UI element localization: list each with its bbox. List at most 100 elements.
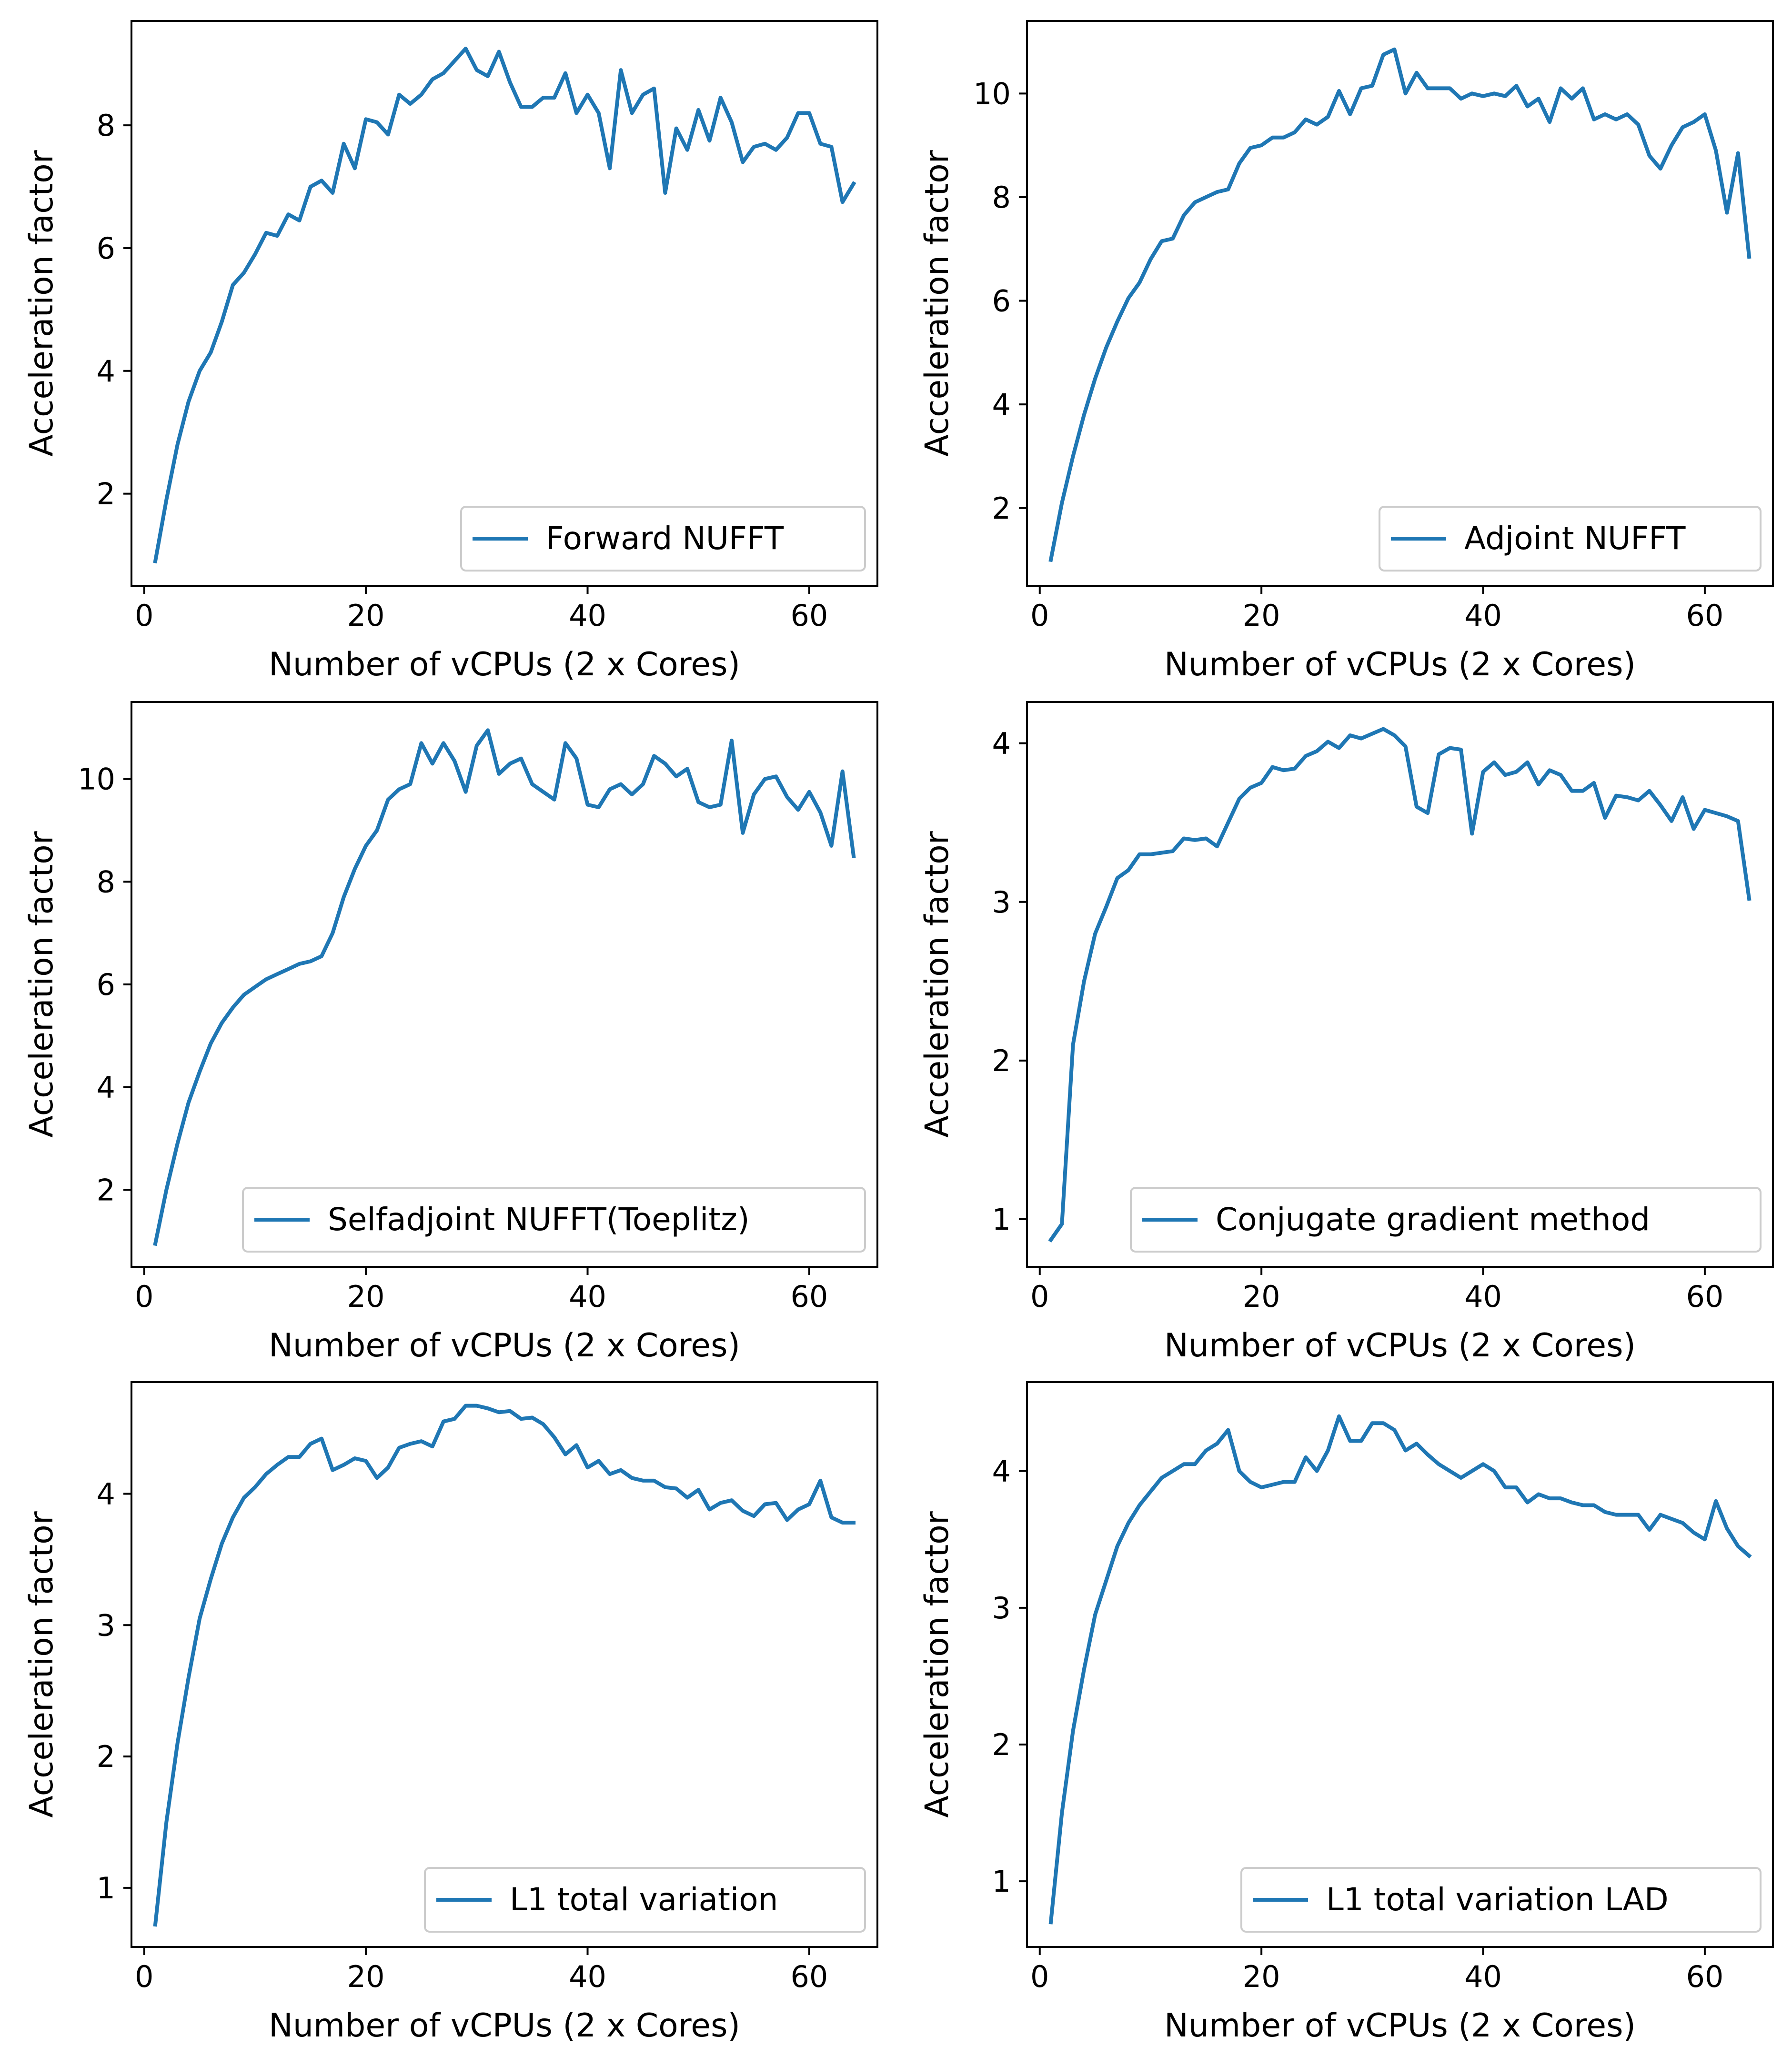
y-tick-label: 4 [992,726,1011,761]
y-tick-label: 10 [78,762,115,797]
x-tick-label: 20 [347,1279,385,1314]
axes-frame [131,1381,878,1948]
series-line [153,728,856,1246]
legend-frame [1379,506,1762,572]
legend: Selfadjoint NUFFT(Toeplitz) [242,1187,866,1253]
axes-frame [1026,701,1774,1268]
x-tick-label: 0 [1030,598,1049,633]
axes-frame [1026,20,1774,587]
series-line [153,1404,856,1927]
y-tick-label: 1 [97,1871,115,1906]
x-tick-label: 60 [790,1959,828,1994]
x-tick-label: 0 [1030,1959,1049,1994]
y-tick-label: 4 [97,1070,115,1105]
x-tick-label: 20 [1243,1279,1280,1314]
x-axis-label: Number of vCPUs (2 x Cores) [1164,2007,1636,2045]
x-tick-label: 0 [1030,1279,1049,1314]
chart-panel-5: 0 20 40 60 1 2 3 4 Number of vCPUs (2 x Cores) Ac… [23,1381,878,2045]
legend-frame [242,1187,866,1253]
y-tick-label: 2 [992,1727,1011,1762]
series-line [153,47,856,564]
y-tick-label: 2 [992,1043,1011,1078]
x-tick-label: 40 [1464,598,1502,633]
legend-frame [424,1867,866,1933]
x-tick-label: 60 [790,1279,828,1314]
y-axis-label: Acceleration factor [918,1511,956,1817]
y-tick-label: 2 [97,1173,115,1207]
chart-panel-2: 0 20 40 60 2 4 6 8 10 Number of vCPUs (2 x Cores)… [918,20,1774,683]
x-tick-label: 20 [1243,598,1280,633]
series-line [1048,727,1752,1243]
y-tick-label: 3 [992,1591,1011,1625]
axes-frame [131,701,878,1268]
x-tick-label: 20 [347,1959,385,1994]
y-tick-label: 4 [97,354,115,389]
series-line [1048,47,1752,562]
x-tick-label: 0 [135,1279,153,1314]
legend-label: L1 total variation [510,1881,778,1918]
y-axis-label: Acceleration factor [918,150,956,456]
x-axis-label: Number of vCPUs (2 x Cores) [1164,1327,1636,1364]
x-tick-label: 60 [1686,1279,1723,1314]
axes-frame [1026,1381,1774,1948]
legend-label: Forward NUFFT [546,520,784,557]
chart-panel-3: 0 20 40 60 2 4 6 8 10 Number of vCPUs (2 x Cores)… [23,701,878,1364]
legend-label: Selfadjoint NUFFT(Toeplitz) [328,1201,750,1238]
legend-label: Conjugate gradient method [1216,1201,1650,1238]
legend-frame [1240,1867,1762,1933]
legend: L1 total variation [424,1867,866,1933]
y-tick-label: 1 [992,1864,1011,1899]
y-tick-label: 6 [97,967,115,1002]
x-tick-label: 20 [347,598,385,633]
y-tick-label: 4 [97,1476,115,1511]
chart-panel-4: 0 20 40 60 1 2 3 4 Number of vCPUs (2 x Cores) Ac… [918,701,1774,1364]
x-tick-label: 40 [1464,1959,1502,1994]
y-tick-label: 2 [97,477,115,511]
y-tick-label: 8 [992,180,1011,215]
y-tick-label: 3 [992,885,1011,920]
x-tick-label: 0 [135,598,153,633]
legend: L1 total variation LAD [1240,1867,1762,1933]
legend-frame [1130,1187,1762,1253]
y-tick-label: 8 [97,108,115,143]
x-axis-label: Number of vCPUs (2 x Cores) [1164,646,1636,683]
series-line [1048,1414,1752,1925]
chart-panel-1: 0 20 40 60 2 4 6 8 Number of vCPUs (2 x Cores) Ac… [23,20,878,683]
y-tick-label: 6 [992,284,1011,319]
x-tick-label: 60 [1686,598,1723,633]
y-tick-label: 1 [992,1202,1011,1237]
y-axis-label: Acceleration factor [23,831,60,1137]
y-tick-label: 8 [97,864,115,899]
x-tick-label: 40 [569,1959,606,1994]
x-tick-label: 40 [1464,1279,1502,1314]
y-tick-label: 6 [97,231,115,266]
y-tick-label: 10 [973,76,1011,111]
x-axis-label: Number of vCPUs (2 x Cores) [269,2007,740,2045]
y-tick-label: 3 [97,1608,115,1643]
axes-frame [131,20,878,587]
y-axis-label: Acceleration factor [918,831,956,1137]
chart-panel-6: 0 20 40 60 1 2 3 4 Number of vCPUs (2 x Cores) Ac… [918,1381,1774,2045]
x-tick-label: 60 [1686,1959,1723,1994]
legend: Forward NUFFT [460,506,866,572]
legend-label: L1 total variation LAD [1326,1881,1669,1918]
x-tick-label: 60 [790,598,828,633]
legend-frame [460,506,866,572]
x-tick-label: 0 [135,1959,153,1994]
y-tick-label: 4 [992,387,1011,422]
x-tick-label: 40 [569,1279,606,1314]
x-axis-label: Number of vCPUs (2 x Cores) [269,1327,740,1364]
y-tick-label: 4 [992,1454,1011,1489]
x-axis-label: Number of vCPUs (2 x Cores) [269,646,740,683]
y-axis-label: Acceleration factor [23,1511,60,1817]
x-tick-label: 40 [569,598,606,633]
legend: Adjoint NUFFT [1379,506,1762,572]
legend-label: Adjoint NUFFT [1464,520,1686,557]
y-tick-label: 2 [992,491,1011,526]
y-axis-label: Acceleration factor [23,150,60,456]
x-tick-label: 20 [1243,1959,1280,1994]
y-tick-label: 2 [97,1739,115,1774]
legend: Conjugate gradient method [1130,1187,1762,1253]
